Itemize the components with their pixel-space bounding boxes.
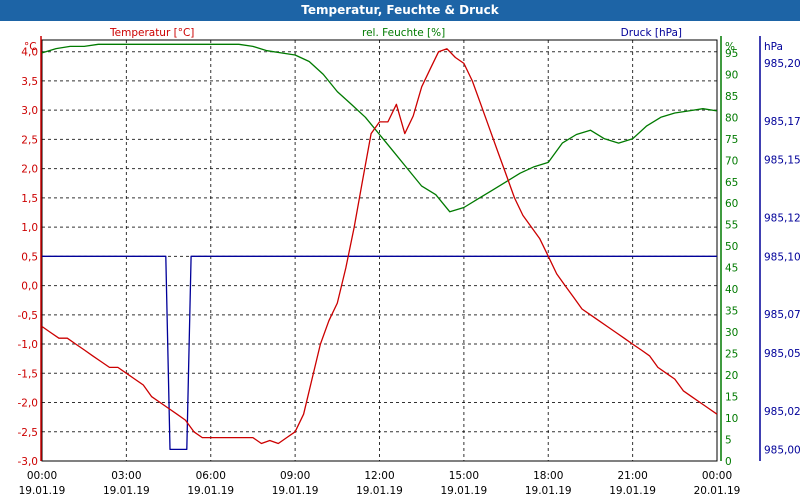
humidity-tick-label: 65 [725, 177, 738, 189]
pressure-tick-label: 985,20 [764, 58, 800, 70]
plot-area-border [41, 39, 718, 462]
temperature-tick-label: 1,5 [21, 193, 38, 205]
x-tick-time: 09:00 [280, 470, 310, 482]
axis-labels: °C Temperatur [°C] rel. Feuchte [%] Druck [… [18, 27, 800, 497]
temperature-tick-label: -0,5 [18, 310, 39, 322]
pressure-unit-label: hPa [764, 41, 783, 53]
humidity-tick-label: 60 [725, 198, 738, 210]
pressure-tick-label: 985,05 [764, 348, 800, 360]
temperature-tick-label: -1,0 [18, 339, 39, 351]
x-tick-date: 19.01.19 [19, 485, 66, 497]
pressure-axis-title: Druck [hPa] [621, 27, 682, 39]
grid-lines [42, 40, 717, 462]
pressure-tick-label: 985,07 [764, 309, 800, 321]
temperature-tick-label: 3,0 [21, 105, 38, 117]
x-tick-date: 19.01.19 [525, 485, 572, 497]
x-tick-time: 18:00 [533, 470, 563, 482]
x-tick-date: 19.01.19 [103, 485, 150, 497]
pressure-line [42, 255, 717, 451]
x-tick-time: 00:00 [27, 470, 57, 482]
humidity-tick-label: 30 [725, 327, 738, 339]
pressure-tick-label: 985,10 [764, 251, 800, 263]
temperature-tick-label: 0,0 [21, 281, 38, 293]
x-tick-time: 03:00 [111, 470, 141, 482]
temperature-line [41, 48, 718, 445]
humidity-tick-label: 90 [725, 69, 738, 81]
x-tick-time: 15:00 [449, 470, 479, 482]
temperature-tick-label: -1,5 [18, 368, 39, 380]
pressure-tick-label: 985,02 [764, 406, 800, 418]
temperature-tick-label: 1,0 [21, 222, 38, 234]
temperature-tick-label: -2,5 [18, 427, 39, 439]
humidity-tick-label: 80 [725, 112, 738, 124]
humidity-tick-label: 5 [725, 435, 732, 447]
humidity-tick-label: 0 [725, 456, 732, 468]
humidity-tick-label: 95 [725, 48, 738, 60]
pressure-tick-label: 985,15 [764, 155, 800, 167]
humidity-line [41, 43, 718, 213]
pressure-tick-label: 985,17 [764, 116, 800, 128]
humidity-unit-label: % [725, 41, 735, 53]
temperature-unit-label: °C [24, 41, 37, 53]
x-tick-time: 12:00 [364, 470, 394, 482]
humidity-tick-label: 40 [725, 284, 738, 296]
humidity-tick-label: 35 [725, 306, 738, 318]
x-tick-date: 19.01.19 [609, 485, 656, 497]
x-tick-date: 19.01.19 [272, 485, 319, 497]
humidity-tick-label: 55 [725, 220, 738, 232]
temperature-tick-label: 4,0 [21, 47, 38, 59]
x-tick-date: 20.01.19 [694, 485, 741, 497]
plot-frame [40, 36, 761, 462]
temperature-tick-label: -3,0 [18, 456, 39, 468]
series-lines [41, 43, 718, 451]
humidity-tick-label: 75 [725, 134, 738, 146]
x-tick-date: 19.01.19 [187, 485, 234, 497]
humidity-tick-label: 10 [725, 413, 738, 425]
humidity-tick-label: 45 [725, 263, 738, 275]
humidity-tick-label: 70 [725, 155, 738, 167]
humidity-tick-label: 85 [725, 91, 738, 103]
x-tick-time: 21:00 [617, 470, 647, 482]
temperature-tick-label: 3,5 [21, 76, 38, 88]
chart-title: Temperatur, Feuchte & Druck [0, 0, 800, 21]
humidity-axis-title: rel. Feuchte [%] [362, 27, 445, 39]
humidity-tick-label: 50 [725, 241, 738, 253]
humidity-tick-label: 20 [725, 370, 738, 382]
temperature-tick-label: 0,5 [21, 251, 38, 263]
pressure-tick-label: 985,00 [764, 444, 800, 456]
x-tick-time: 00:00 [702, 470, 732, 482]
x-tick-date: 19.01.19 [356, 485, 403, 497]
pressure-tick-label: 985,12 [764, 213, 800, 225]
x-tick-date: 19.01.19 [440, 485, 487, 497]
humidity-tick-label: 25 [725, 349, 738, 361]
temperature-tick-label: -2,0 [18, 398, 39, 410]
x-tick-time: 06:00 [196, 470, 226, 482]
temperature-tick-label: 2,5 [21, 134, 38, 146]
humidity-tick-label: 15 [725, 392, 738, 404]
temperature-axis-title: Temperatur [°C] [109, 27, 194, 39]
temperature-tick-label: 2,0 [21, 164, 38, 176]
